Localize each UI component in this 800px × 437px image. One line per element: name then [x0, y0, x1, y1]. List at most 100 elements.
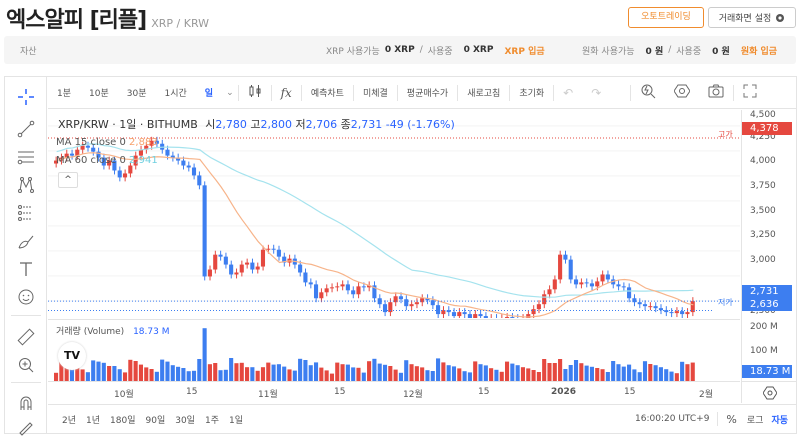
current-price-tag: 2,731: [742, 285, 792, 298]
forecast-chart-button[interactable]: 예측차트: [310, 89, 344, 99]
divider: [11, 315, 41, 316]
clock[interactable]: 16:00:20 UTC+9: [635, 414, 710, 424]
price-axis[interactable]: 4,500 4,250 4,000 3,750 3,500 3,250 3,00…: [741, 110, 797, 381]
legend-symbol: XRP/KRW · 1일 · BITHUMB: [58, 118, 198, 131]
axis-settings-button[interactable]: [741, 381, 797, 403]
x-tick: 15: [624, 387, 636, 397]
ma60-legend[interactable]: MA 60 close 0 2,941: [56, 155, 158, 166]
collapse-legend-button[interactable]: ^: [58, 172, 78, 188]
low-label: 저: [295, 118, 306, 131]
low-price-tag: 2,636: [742, 298, 792, 311]
crosshair-icon[interactable]: [16, 87, 36, 107]
gear-icon: [776, 13, 785, 22]
y-tick: 3,500: [750, 206, 776, 216]
y-tick: 3,000: [750, 255, 776, 265]
brush-icon[interactable]: [16, 231, 36, 251]
emoji-icon[interactable]: [16, 287, 36, 307]
candle-type-icon[interactable]: [239, 84, 271, 101]
open-orders-button[interactable]: 미체결: [362, 89, 388, 99]
chevron-down-icon[interactable]: ⌄: [226, 87, 234, 98]
fib-icon[interactable]: [16, 203, 36, 223]
krw-deposit-link[interactable]: 원화 입금: [740, 46, 778, 57]
zoom-in-icon[interactable]: [16, 355, 36, 375]
pattern-icon[interactable]: [16, 175, 36, 195]
low-value: 2,706: [305, 118, 338, 131]
krw-in-use-label: 사용중: [676, 46, 702, 57]
interval-1h[interactable]: 1시간: [164, 89, 187, 99]
chart-toolbar: 1분 10분 30분 1시간 일 ⌄ fx 예측차트 미체결 평균매수가 새로고…: [48, 77, 796, 109]
range-1y[interactable]: 1년: [86, 415, 101, 426]
y-tick: 4,250: [750, 132, 776, 142]
asset-bar: 자산 XRP 사용가능 0 XRP / 사용중 0 XRP XRP 입금 원화 …: [4, 36, 796, 64]
tradingview-logo[interactable]: TV: [58, 342, 86, 370]
low-marker-label: 저가: [718, 298, 733, 307]
x-tick: 2026: [551, 387, 577, 397]
range-1d[interactable]: 1일: [228, 415, 243, 426]
reset-button[interactable]: 초기화: [519, 89, 545, 99]
text-icon[interactable]: [16, 259, 36, 279]
change-value: -49 (-1.76%): [385, 118, 455, 131]
ruler-icon[interactable]: [16, 327, 36, 347]
price-chart[interactable]: XRP/KRW · 1일 · BITHUMB 시2,780 고2,800 저2,…: [48, 110, 740, 325]
y-tick: 4,000: [750, 156, 776, 166]
volume-tick: 100 M: [750, 346, 778, 356]
avg-buy-price-button[interactable]: 평균매수가: [406, 89, 449, 99]
xrp-available-label: XRP 사용가능: [326, 46, 380, 57]
trend-line-icon[interactable]: [16, 119, 36, 139]
krw-in-use-value: 0 원: [712, 46, 730, 57]
log-toggle[interactable]: 로그: [746, 415, 764, 426]
range-1w[interactable]: 1주: [204, 415, 219, 426]
screen-settings-button[interactable]: 거래화면 설정: [708, 7, 796, 28]
range-180d[interactable]: 180일: [110, 415, 136, 426]
magnet-icon[interactable]: [16, 393, 36, 413]
asset-label: 자산: [20, 46, 37, 57]
fullscreen-icon[interactable]: [734, 84, 766, 101]
quick-search-icon[interactable]: [631, 83, 665, 102]
chart-legend: XRP/KRW · 1일 · BITHUMB 시2,780 고2,800 저2,…: [58, 116, 455, 132]
volume-label: 거래량 (Volume): [56, 327, 125, 337]
divider: [457, 84, 459, 101]
camera-icon[interactable]: [699, 83, 733, 102]
undo-icon[interactable]: ↶: [563, 85, 574, 100]
divider: [300, 84, 302, 101]
xrp-deposit-link[interactable]: XRP 입금: [504, 46, 545, 57]
interval-10m[interactable]: 10분: [89, 89, 109, 99]
range-2y[interactable]: 2년: [62, 415, 77, 426]
separator: /: [668, 45, 672, 55]
divider: [733, 84, 735, 101]
volume-pane[interactable]: 거래량 (Volume) 18.73 M TV: [48, 319, 740, 382]
krw-available-label: 원화 사용가능: [582, 46, 635, 57]
pencil-icon[interactable]: [16, 417, 36, 437]
settings-hex-icon[interactable]: [665, 83, 699, 102]
x-tick: 15: [186, 387, 198, 397]
percent-toggle[interactable]: %: [726, 412, 737, 426]
volume-value: 18.73 M: [133, 327, 170, 337]
divider: [509, 84, 511, 101]
xrp-available-value: 0 XRP: [384, 45, 415, 55]
refresh-button[interactable]: 새로고침: [467, 89, 501, 99]
close-value: 2,731: [350, 118, 383, 131]
volume-tag: 18.73 M: [742, 365, 792, 378]
high-value: 2,800: [260, 118, 293, 131]
ma15-value: 2,883: [129, 137, 158, 148]
redo-icon[interactable]: ↷: [591, 85, 602, 100]
auto-toggle[interactable]: 자동: [771, 415, 788, 426]
separator: /: [419, 45, 423, 55]
range-90d[interactable]: 90일: [145, 415, 166, 426]
divider: [553, 84, 555, 101]
divider: [352, 84, 354, 101]
range-30d[interactable]: 30일: [175, 415, 195, 426]
auto-trading-button[interactable]: 오토트레이딩: [628, 7, 704, 28]
horizontal-lines-icon[interactable]: [16, 147, 36, 167]
page-title: 엑스알피 [리플]: [6, 8, 147, 33]
interval-30m[interactable]: 30분: [126, 89, 147, 99]
indicators-icon[interactable]: fx: [280, 85, 292, 100]
ma15-legend[interactable]: MA 15 close 0 2,883: [56, 137, 158, 148]
time-axis[interactable]: 10월 15 11월 15 12월 15 2026 15 2월: [48, 381, 740, 403]
divider: [396, 84, 398, 101]
close-label: 종: [340, 118, 351, 131]
interval-1d[interactable]: 일: [204, 89, 214, 99]
ma60-value: 2,941: [129, 155, 158, 166]
page-header: 엑스알피 [리플] XRP / KRW: [6, 2, 209, 36]
interval-1m[interactable]: 1분: [57, 89, 72, 99]
